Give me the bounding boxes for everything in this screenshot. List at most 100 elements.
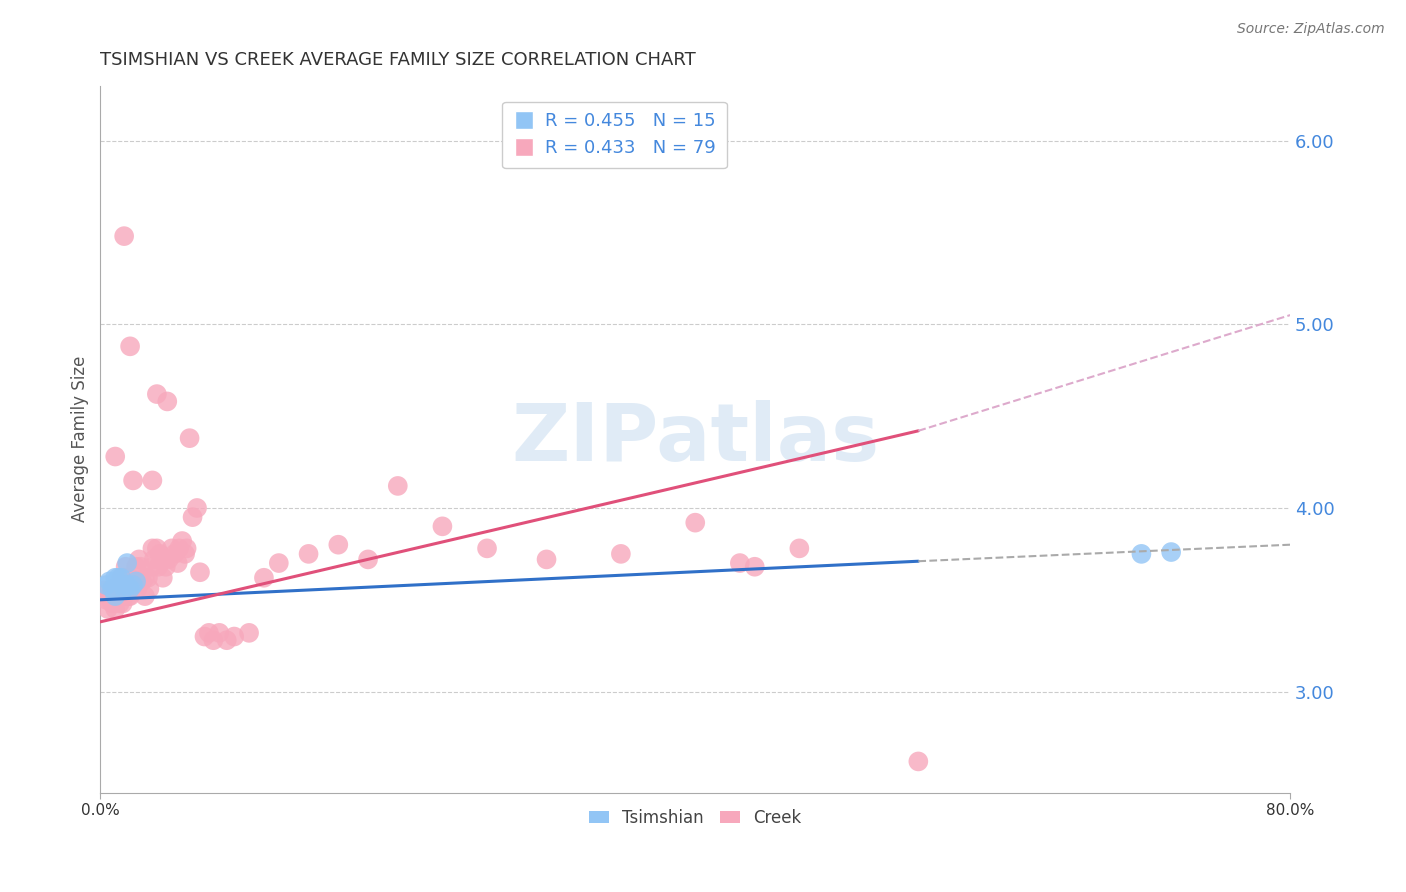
Point <box>97 602 120 616</box>
Point <box>744 559 766 574</box>
Point <box>98 589 121 603</box>
Point <box>112 571 135 585</box>
Point <box>141 474 163 488</box>
Point <box>156 394 179 409</box>
Point <box>193 630 215 644</box>
Point <box>328 538 350 552</box>
Point <box>108 597 131 611</box>
Point <box>238 625 260 640</box>
Point <box>907 755 929 769</box>
Point <box>136 571 159 585</box>
Point <box>728 556 751 570</box>
Point <box>163 547 186 561</box>
Point <box>141 559 163 574</box>
Point <box>138 582 160 596</box>
Point <box>387 479 409 493</box>
Point <box>120 339 142 353</box>
Point <box>129 559 152 574</box>
Point <box>157 552 180 566</box>
Point <box>107 589 129 603</box>
Point <box>297 547 319 561</box>
Point <box>101 582 124 596</box>
Point <box>104 450 127 464</box>
Point <box>181 510 204 524</box>
Point <box>1160 545 1182 559</box>
Point <box>475 541 498 556</box>
Point <box>120 582 142 596</box>
Point <box>174 547 197 561</box>
Point <box>104 571 127 585</box>
Point <box>110 589 132 603</box>
Point <box>125 559 148 574</box>
Point <box>142 552 165 566</box>
Point <box>91 583 114 598</box>
Point <box>536 552 558 566</box>
Point <box>122 578 145 592</box>
Point <box>152 571 174 585</box>
Point <box>127 582 149 596</box>
Point <box>208 625 231 640</box>
Point <box>122 474 145 488</box>
Point <box>115 556 138 570</box>
Point <box>105 582 128 596</box>
Point <box>148 559 170 574</box>
Point <box>104 602 127 616</box>
Text: Source: ZipAtlas.com: Source: ZipAtlas.com <box>1237 22 1385 37</box>
Point <box>112 589 135 603</box>
Point <box>96 578 118 592</box>
Point <box>267 556 290 570</box>
Point <box>155 559 177 574</box>
Point <box>114 559 136 574</box>
Point <box>683 516 706 530</box>
Point <box>125 574 148 589</box>
Point <box>104 589 127 603</box>
Point <box>110 571 132 585</box>
Text: TSIMSHIAN VS CREEK AVERAGE FAMILY SIZE CORRELATION CHART: TSIMSHIAN VS CREEK AVERAGE FAMILY SIZE C… <box>100 51 696 69</box>
Point <box>166 556 188 570</box>
Point <box>100 592 122 607</box>
Point <box>186 500 208 515</box>
Point <box>1130 547 1153 561</box>
Point <box>253 571 276 585</box>
Point <box>789 541 811 556</box>
Point <box>357 552 380 566</box>
Point <box>108 582 131 596</box>
Y-axis label: Average Family Size: Average Family Size <box>72 356 89 523</box>
Point <box>146 387 169 401</box>
Point <box>215 633 238 648</box>
Point <box>202 633 225 648</box>
Text: ZIPatlas: ZIPatlas <box>512 401 879 478</box>
Point <box>117 589 139 603</box>
Point <box>112 582 135 596</box>
Point <box>141 541 163 556</box>
Point <box>176 541 198 556</box>
Point <box>110 571 132 585</box>
Point <box>120 589 142 603</box>
Point <box>98 574 121 589</box>
Point <box>160 541 183 556</box>
Point <box>167 541 190 556</box>
Point <box>104 592 127 607</box>
Point <box>149 547 172 561</box>
Legend: Tsimshian, Creek: Tsimshian, Creek <box>582 803 808 834</box>
Point <box>120 571 142 585</box>
Point <box>128 552 150 566</box>
Point <box>146 541 169 556</box>
Point <box>101 597 124 611</box>
Point <box>103 589 125 603</box>
Point <box>198 625 221 640</box>
Point <box>96 592 118 607</box>
Point <box>224 630 246 644</box>
Point <box>121 582 143 596</box>
Point <box>101 582 124 596</box>
Point <box>131 574 153 589</box>
Point <box>179 431 201 445</box>
Point <box>153 552 176 566</box>
Point <box>111 582 134 596</box>
Point <box>134 571 156 585</box>
Point <box>107 571 129 585</box>
Point <box>115 578 138 592</box>
Point <box>188 566 211 580</box>
Point <box>610 547 633 561</box>
Point <box>134 589 156 603</box>
